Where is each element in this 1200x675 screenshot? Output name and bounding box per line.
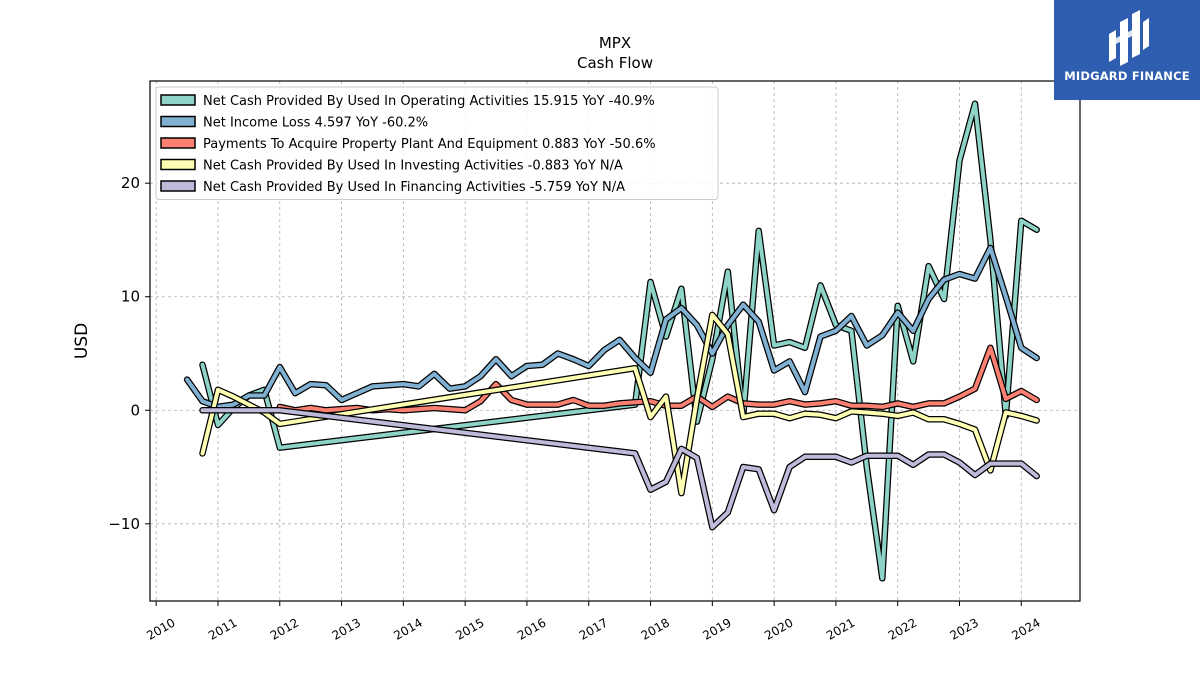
brand-name: MIDGARD FINANCE [1064, 69, 1190, 83]
x-tick-label: 2022 [886, 615, 919, 642]
midgard-logo-icon [1109, 10, 1149, 66]
x-tick-label: 2010 [144, 615, 177, 642]
midgard-logo: MIDGARD FINANCE [1054, 0, 1200, 100]
legend-swatch [160, 115, 196, 128]
x-tick-label: 2019 [700, 615, 733, 642]
legend: Net Cash Provided By Used In Operating A… [155, 86, 719, 200]
legend-swatch [160, 137, 196, 149]
legend-box [155, 86, 719, 200]
y-tick-label: 20 [121, 174, 140, 192]
chart-title: MPX [599, 34, 631, 52]
plot-frame [149, 80, 1081, 602]
y-tick-label: 10 [121, 288, 140, 306]
x-tick-label: 2017 [577, 615, 610, 642]
series-lines [183, 100, 1040, 582]
legend-label: Payments To Acquire Property Plant And E… [203, 137, 656, 152]
x-tick-label: 2016 [515, 615, 548, 642]
x-tick-label: 2018 [639, 615, 672, 642]
x-tick-label: 2014 [391, 615, 424, 642]
legend-label: Net Cash Provided By Used In Financing A… [203, 180, 625, 195]
x-tick-label: 2023 [948, 615, 981, 642]
chart-subtitle: Cash Flow [577, 54, 653, 72]
x-tick-label: 2020 [762, 615, 795, 642]
x-tick-label: 2021 [824, 615, 857, 642]
series-line-outline [199, 407, 1040, 531]
legend-label: Net Cash Provided By Used In Operating A… [203, 94, 655, 109]
x-tick-label: 2015 [453, 615, 486, 642]
legend-swatch [160, 180, 196, 192]
legend-label: Net Cash Provided By Used In Investing A… [203, 159, 623, 174]
legend-swatch [160, 158, 196, 171]
y-tick-label: 0 [130, 401, 140, 419]
y-tick-label: −10 [108, 515, 140, 533]
x-tick-label: 2013 [330, 615, 363, 642]
legend-swatch [160, 94, 196, 106]
x-tick-label: 2024 [1009, 615, 1042, 642]
series-line [200, 312, 1039, 496]
series-line [200, 408, 1039, 530]
y-axis-label: USD [72, 323, 92, 359]
x-tick-label: 2011 [206, 615, 239, 642]
x-tick-label: 2012 [268, 615, 301, 642]
series-line [200, 101, 1039, 581]
legend-label: Net Income Loss 4.597 YoY -60.2% [203, 116, 428, 131]
series-line [185, 245, 1039, 409]
